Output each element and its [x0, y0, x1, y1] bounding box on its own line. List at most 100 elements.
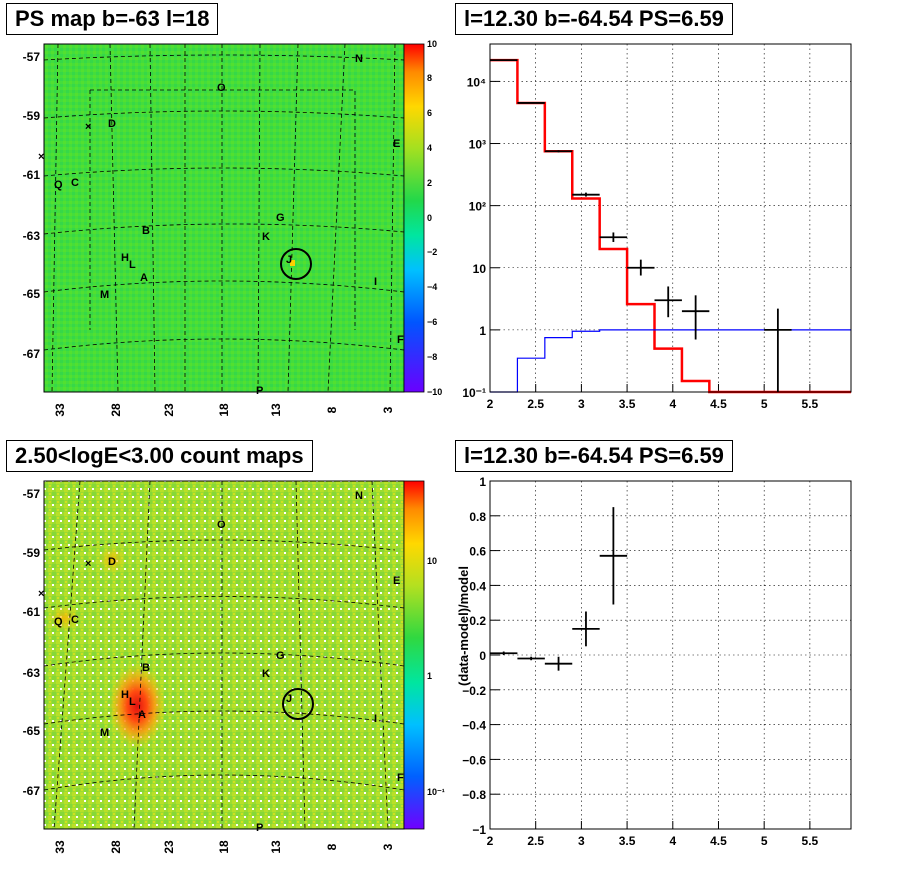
- y-tick-label: 10⁻¹: [462, 386, 486, 400]
- y-tick-label: 0: [479, 649, 486, 663]
- data-point: [654, 286, 682, 318]
- source-label: G: [276, 650, 285, 662]
- residual-point: [517, 656, 545, 661]
- y-tick-label: 10⁴: [467, 75, 486, 89]
- source-label: M: [100, 289, 109, 301]
- spectrum-panel: 2 2.5 3 3.5 4 4.5 5 5.5 10⁻¹ 1 10 10² 10…: [462, 43, 852, 411]
- colorbar-tick-label: −6: [427, 317, 437, 327]
- residual-panel: 2 2.5 3 3.5 4 4.5 5 5.5 −1 −0.8 −0.6 −0.…: [456, 475, 852, 848]
- source-label: I: [374, 276, 377, 288]
- residual-y-axis-label: (data-model)/model: [456, 566, 471, 686]
- source-label: E: [393, 138, 400, 150]
- data-point: [490, 59, 518, 62]
- source-label: F: [397, 334, 404, 346]
- residual-point: [572, 611, 600, 647]
- colorbar-tick-label: 10: [427, 39, 437, 49]
- source-label: E: [393, 575, 400, 587]
- source-label: G: [276, 212, 285, 224]
- data-point: [517, 102, 545, 104]
- data-point: [681, 295, 710, 340]
- count-map-grid: [43, 480, 405, 830]
- residual-frame: [489, 480, 852, 830]
- colorbar-tick-label: −10: [427, 387, 442, 397]
- source-label: M: [100, 727, 109, 739]
- source-label: O: [217, 519, 226, 531]
- y-tick-label: −0.8: [462, 788, 486, 802]
- count-map-source-labels: N O D E Q C G B K H L J A I M F P × ×: [38, 490, 404, 834]
- count-map-hotspot: [109, 664, 165, 748]
- count-map-roi-circle: [282, 688, 314, 720]
- y-tick-label: 10²: [469, 200, 486, 214]
- x-tick-label: 33: [53, 403, 67, 417]
- ps-map-hot-pixel: [290, 260, 295, 266]
- y-tick-label: -63: [23, 229, 41, 243]
- ps-map-image: [44, 44, 404, 392]
- residual-point: [490, 651, 518, 655]
- colorbar-tick-label: 1: [427, 671, 432, 681]
- source-label: B: [142, 225, 150, 237]
- x-tick-label: 8: [325, 406, 339, 413]
- colorbar-tick-label: −2: [427, 247, 437, 257]
- x-tick-label: 23: [162, 403, 176, 417]
- residual-y-ticks: −1 −0.8 −0.6 −0.4 −0.2 0 0.2 0.4 0.6 0.8…: [462, 475, 486, 837]
- x-tick-label: 2: [487, 397, 494, 411]
- spectrum-frame: [489, 43, 852, 393]
- residual-x-ticks: 2 2.5 3 3.5 4 4.5 5 5.5: [487, 834, 819, 848]
- background-step-line: [490, 329, 851, 393]
- source-label: N: [355, 490, 363, 502]
- ps-colorbar: [403, 43, 425, 393]
- source-label: L: [129, 696, 136, 708]
- x-tick-label: 8: [325, 843, 339, 850]
- source-label: A: [138, 709, 146, 721]
- residual-marks: [490, 507, 628, 671]
- ps-map-y-ticks: -57 -59 -61 -63 -65 -67: [23, 50, 41, 361]
- ps-map-panel: N O D E Q C G B K H L J A I M F P × × -5…: [23, 39, 443, 417]
- x-tick-label: 13: [269, 403, 283, 417]
- source-label: C: [71, 177, 79, 189]
- x-tick-label: 3: [381, 406, 395, 413]
- spectrum-y-ticks: 10⁻¹ 1 10 10² 10³ 10⁴: [462, 75, 486, 400]
- source-label: F: [397, 772, 404, 784]
- data-point: [599, 232, 628, 242]
- x-tick-label: 2.5: [527, 397, 544, 411]
- x-tick-label: 2: [487, 834, 494, 848]
- y-tick-label: -57: [23, 50, 41, 64]
- x-tick-label: 5: [761, 834, 768, 848]
- x-tick-label: 23: [162, 840, 176, 854]
- residual-point: [599, 507, 628, 605]
- source-label: I: [374, 713, 377, 725]
- x-tick-label: 4: [669, 397, 676, 411]
- source-label: P: [256, 822, 263, 834]
- ps-map-roi-circle: [280, 248, 312, 280]
- source-label: H: [121, 252, 129, 264]
- x-tick-label: 5: [761, 397, 768, 411]
- source-label: K: [262, 668, 270, 680]
- x-tick-label: 3.5: [619, 834, 636, 848]
- y-tick-label: -67: [23, 784, 41, 798]
- y-tick-label: 0.2: [469, 614, 486, 628]
- colorbar-tick-label: 10⁻¹: [427, 787, 445, 797]
- source-x-marker: ×: [85, 558, 91, 570]
- source-label: P: [256, 385, 263, 397]
- y-tick-label: -67: [23, 347, 41, 361]
- source-label: Q: [54, 179, 63, 191]
- count-colorbar: [403, 480, 425, 830]
- count-map-y-ticks: -57 -59 -61 -63 -65 -67: [23, 487, 41, 798]
- colorbar-tick-label: −8: [427, 352, 437, 362]
- y-tick-label: -61: [23, 168, 41, 182]
- data-point: [627, 259, 655, 276]
- colorbar-tick-label: 8: [427, 73, 432, 83]
- y-tick-label: -57: [23, 487, 41, 501]
- source-label: K: [262, 231, 270, 243]
- x-tick-label: 4.5: [710, 834, 727, 848]
- spectrum-x-ticks: 2 2.5 3 3.5 4 4.5 5 5.5: [487, 397, 819, 411]
- ps-map-grid: [43, 43, 405, 393]
- x-tick-label: 3: [578, 397, 585, 411]
- count-colorbar-ticks: 10 1 10⁻¹: [427, 556, 445, 797]
- x-tick-label: 18: [217, 403, 231, 417]
- source-label: J: [286, 254, 292, 266]
- y-tick-label: -59: [23, 546, 41, 560]
- residual-point: [544, 656, 573, 671]
- x-tick-label: 5.5: [802, 834, 819, 848]
- x-tick-label: 4: [669, 834, 676, 848]
